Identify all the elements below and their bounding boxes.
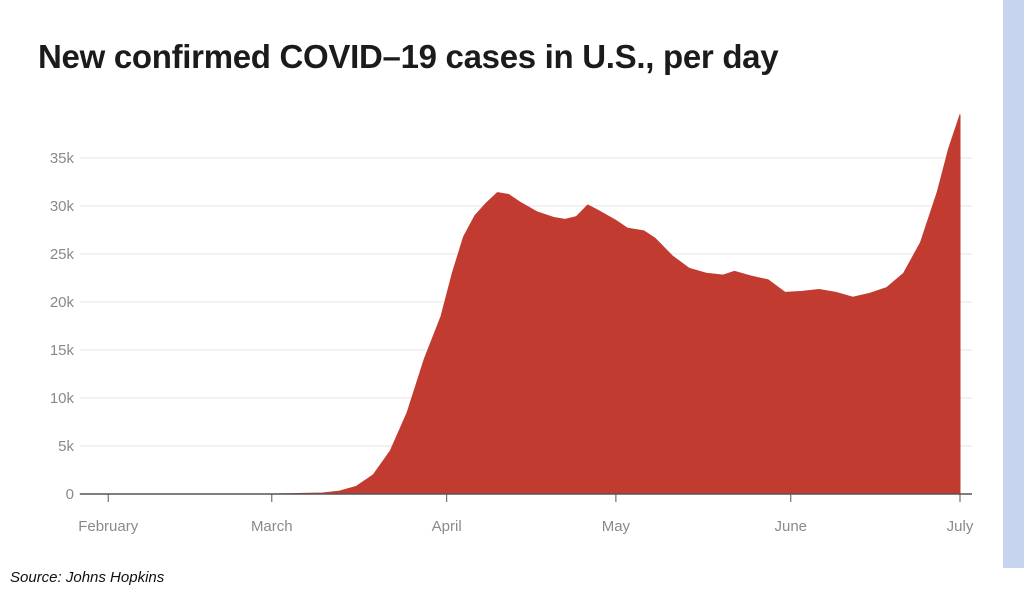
y-tick-label: 0 [66, 486, 74, 503]
y-axis: 0 5k 10k 15k 20k 25k 30k 35k [50, 150, 75, 503]
x-tick-labels: February March April May June July [78, 518, 974, 535]
x-tick-label: March [251, 518, 293, 535]
y-tick-label: 30k [50, 198, 75, 215]
chart-title: New confirmed COVID–19 cases in U.S., pe… [38, 38, 779, 75]
y-tick-label: 20k [50, 294, 75, 311]
cases-area [79, 114, 961, 495]
chart-card: New confirmed COVID–19 cases in U.S., pe… [38, 38, 974, 535]
y-tick-label: 15k [50, 342, 75, 359]
x-tick-label: February [78, 518, 139, 535]
y-tick-label: 10k [50, 390, 75, 407]
x-tick-label: May [602, 518, 631, 535]
chart-svg: 0 5k 10k 15k 20k 25k 30k 35k February March April… [50, 114, 974, 535]
area-series [79, 114, 961, 495]
x-axis [80, 493, 972, 502]
x-tick-label: July [947, 518, 974, 535]
x-tick-label: June [775, 518, 808, 535]
y-tick-label: 25k [50, 246, 75, 263]
side-accent-bar [1003, 0, 1024, 568]
source-note: Source: Johns Hopkins [10, 569, 165, 586]
y-tick-label: 5k [58, 438, 74, 455]
y-tick-label: 35k [50, 150, 75, 167]
x-tick-label: April [432, 518, 462, 535]
